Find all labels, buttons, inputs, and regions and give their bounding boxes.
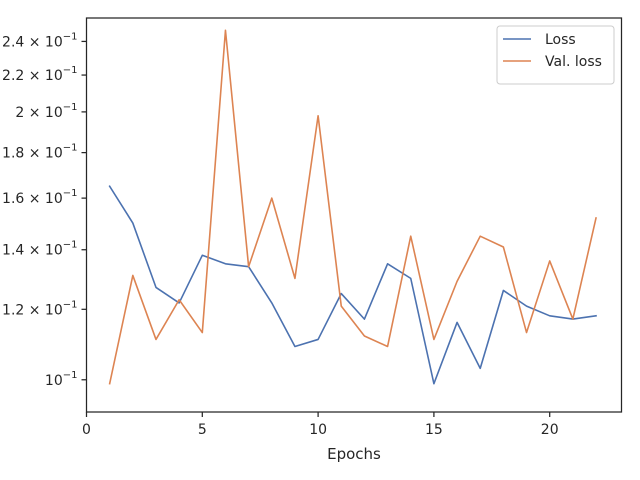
y-tick-label: 1.6 × 10−1	[2, 188, 77, 207]
legend-label-0: Loss	[545, 32, 576, 48]
x-tick-label: 10	[309, 422, 327, 438]
legend: Loss Val. loss	[496, 25, 615, 85]
y-tick-label: 2.2 × 10−1	[2, 65, 77, 84]
y-tick-label: 1.8 × 10−1	[2, 143, 77, 162]
series-layer	[108, 29, 597, 385]
y-tick-label: 2 × 10−1	[15, 102, 77, 121]
y-tick-label: 10−1	[45, 370, 78, 389]
x-tick-label: 5	[198, 422, 207, 438]
x-tick-label: 20	[541, 422, 559, 438]
x-tick-label: 15	[425, 422, 443, 438]
y-tick-label: 1.2 × 10−1	[2, 299, 77, 318]
legend-label-1: Val. loss	[545, 54, 602, 70]
y-tick-label: 2.4 × 10−1	[2, 31, 77, 50]
y-tick-label: 1.4 × 10−1	[2, 240, 77, 259]
x-axis-label: Epochs	[327, 445, 381, 463]
y-axis: 10−1 1.2 × 10−1 1.4 × 10−1 1.6 × 10−1 1.8 × …	[2, 31, 87, 389]
legend-box	[496, 25, 615, 85]
series-line-0	[108, 185, 597, 385]
x-axis: 0 5 10 15 20	[82, 412, 559, 438]
x-tick-label: 0	[82, 422, 91, 438]
series-line-1	[108, 29, 597, 385]
plot-frame	[85, 17, 623, 413]
